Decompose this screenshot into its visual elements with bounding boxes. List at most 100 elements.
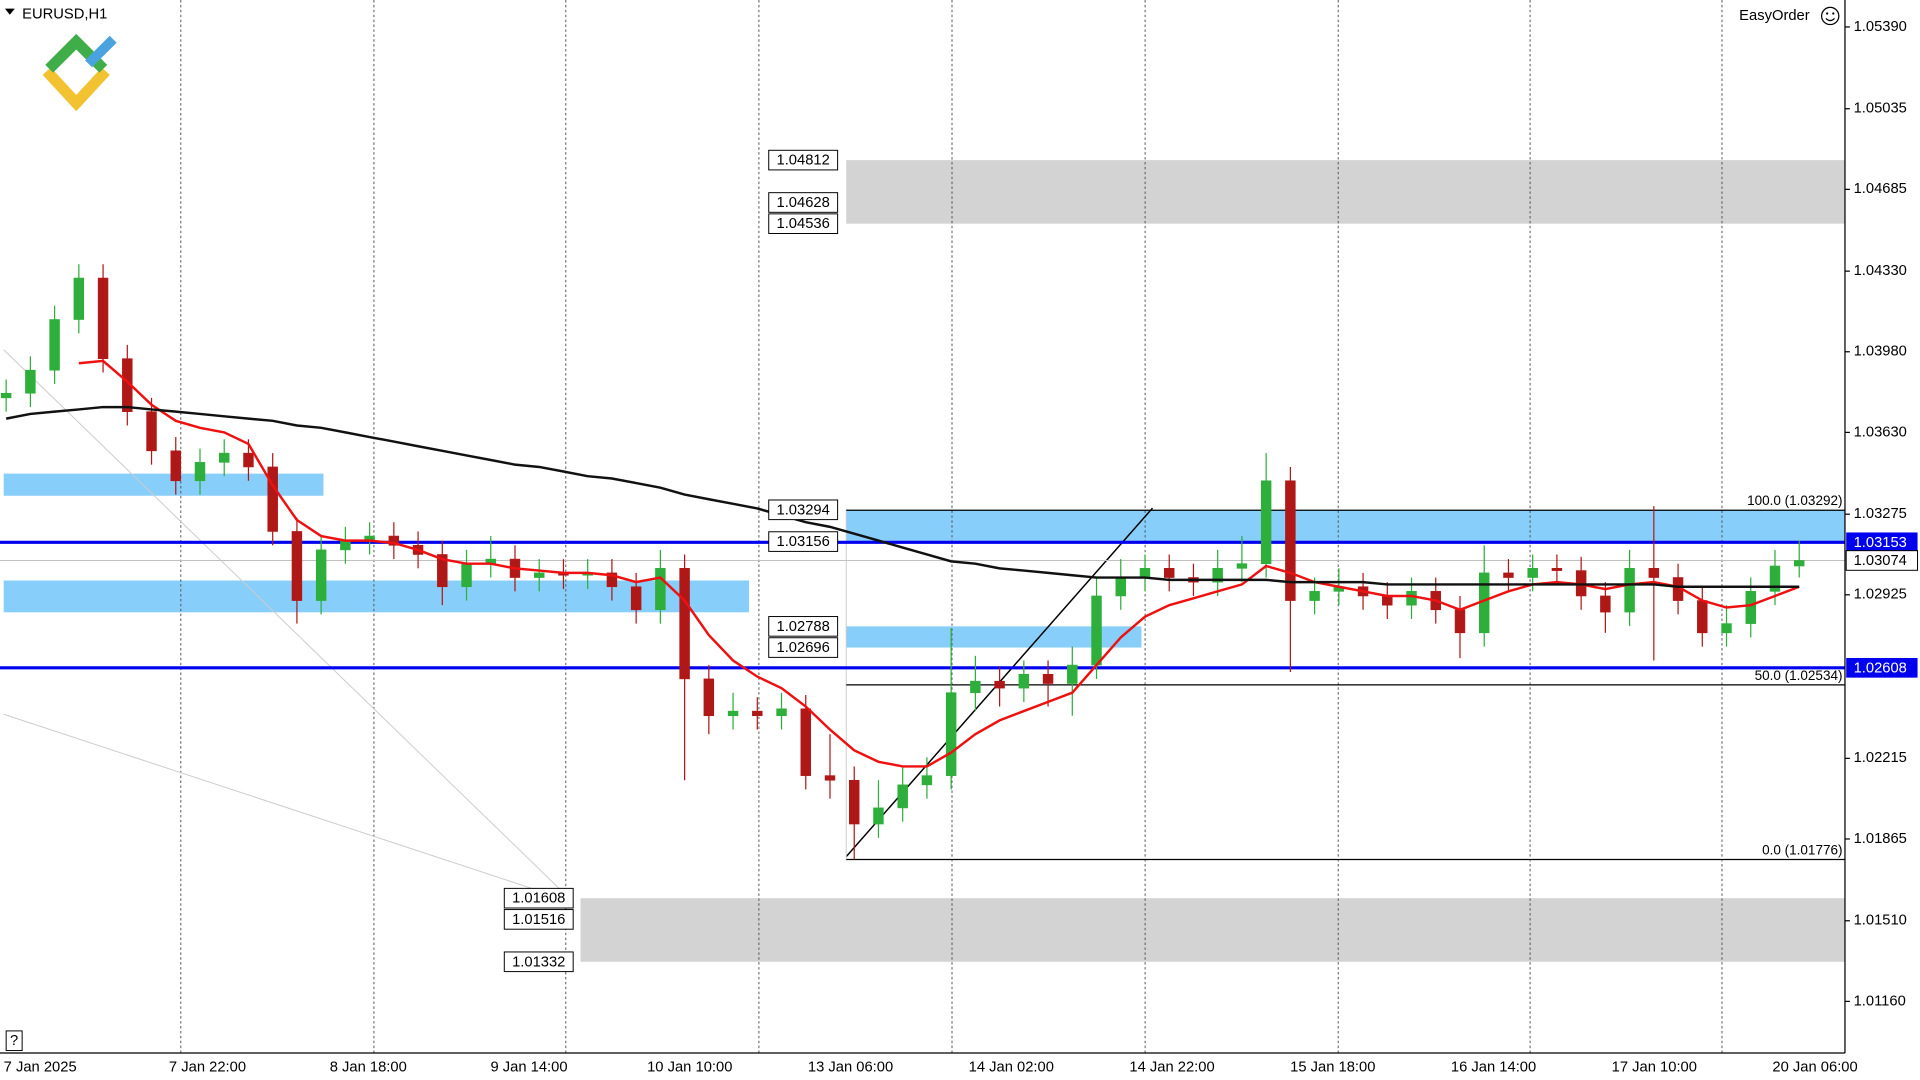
zone — [3, 473, 324, 496]
candle-body — [1018, 673, 1030, 689]
y-tick-label: 1.05035 — [1854, 101, 1907, 117]
candle-body — [315, 549, 327, 601]
zone-label: 1.03156 — [777, 534, 830, 550]
candle-body — [1503, 572, 1514, 578]
level-price-label: 1.03153 — [1854, 535, 1907, 551]
y-tick-label: 1.01510 — [1854, 913, 1907, 929]
zone-label: 1.03294 — [777, 502, 830, 518]
zone-label: 1.02788 — [777, 619, 830, 635]
candle-body — [1527, 568, 1538, 578]
candle-body — [1769, 565, 1781, 592]
fib-label: 50.0 (1.02534) — [1755, 668, 1843, 683]
candle-body — [97, 277, 109, 359]
logo — [42, 33, 117, 112]
candle-body — [25, 369, 36, 394]
candle-body — [1260, 480, 1272, 565]
x-tick-label: 15 Jan 18:00 — [1290, 1060, 1375, 1076]
y-tick-label: 1.03980 — [1854, 344, 1907, 360]
zone-label: 1.04628 — [777, 195, 830, 211]
candle-body — [1697, 600, 1708, 634]
candle-body — [1212, 568, 1223, 583]
x-tick-label: 8 Jan 18:00 — [330, 1060, 407, 1076]
candle-body — [776, 708, 787, 717]
x-tick-label: 14 Jan 02:00 — [969, 1060, 1054, 1076]
zone-label: 1.04812 — [777, 153, 830, 169]
symbol-menu-arrow[interactable] — [4, 8, 15, 15]
x-tick-label: 10 Jan 10:00 — [647, 1060, 732, 1076]
x-tick-label: 17 Jan 10:00 — [1612, 1060, 1697, 1076]
zone — [846, 626, 1142, 648]
candle-body — [1042, 673, 1054, 684]
y-tick-label: 1.04685 — [1854, 181, 1907, 197]
candle-body — [218, 452, 230, 463]
candle-body — [388, 535, 400, 546]
candle-body — [291, 531, 303, 601]
levels — [0, 509, 1845, 861]
candle-body — [752, 710, 763, 717]
candle-body — [194, 462, 206, 482]
candle-body — [1091, 595, 1102, 666]
labels: 1.04812 1.04628 1.04536 1.03294 1.03156 1.027… — [503, 149, 1843, 973]
level-price-box — [1846, 658, 1918, 678]
moving-average — [78, 359, 1800, 768]
zone-label-box — [768, 213, 839, 234]
last-price-label: 1.03074 — [1854, 553, 1907, 569]
zone-label-box — [503, 909, 574, 930]
zone — [3, 580, 750, 613]
easyorder-label[interactable]: EasyOrder — [1739, 8, 1810, 24]
candle-body — [1382, 595, 1393, 606]
candle-body — [630, 586, 642, 611]
zone-label-box — [768, 149, 839, 171]
zone-label-box — [503, 951, 574, 973]
zone-label-box — [768, 531, 839, 552]
x-tick-label: 7 Jan 22:00 — [169, 1060, 246, 1076]
y-tick-label: 1.01160 — [1854, 993, 1906, 1009]
candle-body — [1454, 609, 1466, 634]
help-label[interactable]: ? — [10, 1033, 18, 1049]
candle-body — [1406, 591, 1417, 606]
trend-line — [3, 713, 574, 903]
candle-body — [848, 779, 860, 825]
zone-label-box — [768, 616, 839, 637]
y-tick-label: 1.02215 — [1854, 750, 1907, 766]
smiley-icon[interactable] — [1820, 6, 1840, 26]
candles — [0, 264, 1805, 860]
y-tick-label: 1.03630 — [1854, 424, 1907, 440]
candle-body — [1551, 568, 1563, 571]
zone-label: 1.01516 — [512, 912, 565, 928]
candle-body — [1648, 568, 1660, 578]
candle-body — [873, 807, 884, 825]
candle-body — [1624, 568, 1635, 613]
fib-label: 0.0 (1.01776) — [1762, 842, 1842, 857]
zone-label: 1.01332 — [512, 954, 565, 970]
zone — [846, 160, 1845, 224]
moving-averages — [5, 359, 1800, 768]
zone — [580, 898, 1845, 962]
zone-label: 1.02696 — [777, 640, 830, 656]
candle-body — [606, 572, 618, 588]
candle-body — [437, 554, 448, 588]
axes: 1.05390 1.05035 1.04685 1.04330 1.03980 1.036… — [4, 19, 1919, 1076]
candle-body — [1139, 568, 1151, 578]
candle-body — [897, 784, 908, 809]
candle-body — [1600, 595, 1611, 613]
x-tick-label: 16 Jan 14:00 — [1451, 1060, 1536, 1076]
candle-body — [1163, 568, 1175, 578]
fib-label: 100.0 (1.03292) — [1747, 493, 1842, 508]
candle-body — [679, 568, 690, 680]
zone-label-box — [768, 192, 839, 213]
candle-body — [243, 452, 254, 468]
help-button[interactable] — [5, 1030, 23, 1052]
candle-body — [1067, 664, 1078, 684]
candle-body — [73, 277, 85, 320]
candle-body — [1721, 623, 1732, 634]
candle-body — [1745, 591, 1756, 624]
x-tick-label: 14 Jan 22:00 — [1129, 1060, 1214, 1076]
zone-label: 1.04536 — [777, 216, 830, 232]
trend-line — [3, 349, 574, 903]
zone-label: 1.01608 — [512, 891, 565, 907]
zone-label-box — [503, 887, 574, 909]
candle-body — [170, 450, 181, 482]
last-price-box — [1845, 550, 1919, 571]
